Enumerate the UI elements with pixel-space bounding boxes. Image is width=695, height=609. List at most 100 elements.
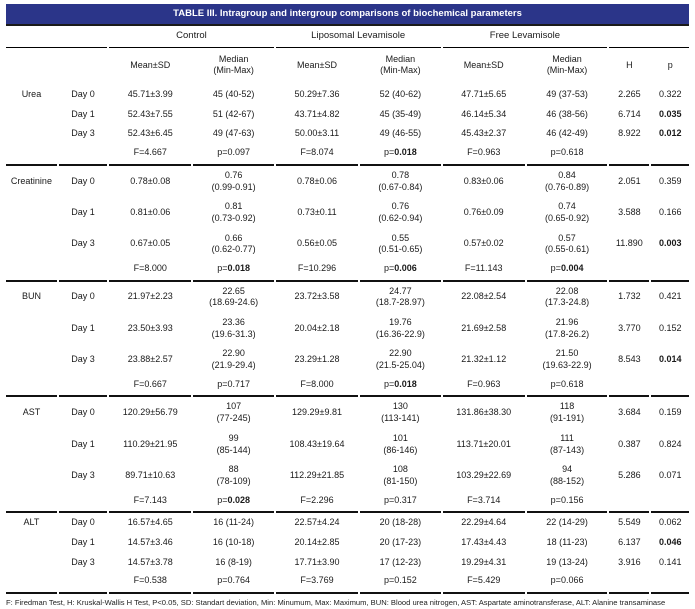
value-cell: 22.08 (17.3-24.8) [545,285,590,308]
value-cell: 23.88±2.57 [127,354,173,365]
h-value: 0.387 [618,438,641,449]
empty-cell [609,572,650,594]
value-cell: 19 (13-24) [546,556,588,567]
data-row: Day 1 23.50±3.93 23.36 (19.6-31.3) 20.04±2.… [6,313,689,344]
empty-cell [6,376,57,398]
value-cell: 17.71±3.90 [294,556,340,567]
param-label [6,344,57,375]
value-cell: 111 (87-143) [550,432,585,455]
p-value: 0.359 [658,175,682,186]
table-footnote: F: Firedman Test, H: Kruskal-Wallis H Te… [6,598,666,607]
f-stat-cell: p=0.018 [360,144,441,166]
column-header-median: Median (Min-Max) [546,53,588,76]
value-cell: 17.43±4.43 [461,536,507,547]
value-cell: 120.29±56.79 [122,407,178,418]
param-label: Urea [21,89,42,100]
value-cell: 52.43±7.55 [127,108,173,119]
data-row: Urea Day 0 45.71±3.99 45 (40-52) 50.29±7.36 5… [6,85,689,105]
p-value: 0.062 [658,517,682,528]
f-stat-cell: p=0.618 [526,144,608,166]
value-cell: 113.71±20.01 [456,438,511,449]
param-label [6,429,57,460]
h-value: 6.137 [618,536,641,547]
day-label: Day 1 [71,536,95,547]
group-header-free: Free Levamisole [442,26,608,48]
h-value: 11.890 [615,238,643,249]
value-cell: 0.84 (0.76-0.89) [545,169,590,192]
value-cell: 22.65 (18.69-24.6) [209,285,259,308]
f-stat-cell: p=0.618 [526,376,608,398]
day-label: Day 3 [71,470,95,481]
value-cell: 22.90 (21.9-29.4) [211,348,256,371]
value-cell: 0.56±0.05 [297,238,337,249]
f-stat-cell: F=10.296 [275,260,359,282]
data-row: ALT Day 0 16.57±4.65 16 (11-24) 22.57±4.24 20… [6,513,689,533]
f-test-row: F=0.667 p=0.717 F=8.000 p=0.018 F=0.963 p=0.6… [6,376,689,398]
param-label: Creatinine [10,175,52,186]
day-label: Day 3 [71,128,95,139]
param-label: ALT [23,517,40,528]
f-stat-cell: p=0.717 [193,376,274,398]
value-cell: 51 (42-67) [212,108,255,119]
f-stat-cell: F=11.143 [442,260,525,282]
value-cell: 45 (40-52) [212,89,255,100]
value-cell: 110.29±21.95 [123,438,178,449]
value-cell: 22.57±4.24 [294,517,340,528]
column-header-median: Median (Min-Max) [380,53,421,76]
param-label [6,313,57,344]
value-cell: 16 (10-18) [212,536,255,547]
day-label: Day 3 [71,556,95,567]
h-value: 8.543 [618,354,641,365]
empty-cell [609,376,650,398]
empty-cell [651,492,689,514]
group-header-row: Control Liposomal Levamisole Free Levami… [6,26,689,48]
data-row: Creatinine Day 0 0.78±0.08 0.76 (0.99-0.91)… [6,166,689,197]
f-stat-cell: p=0.018 [360,376,441,398]
value-cell: 21.32±1.12 [461,354,507,365]
day-label: Day 1 [71,322,95,333]
h-value: 5.549 [618,517,641,528]
f-stat-cell: F=8.000 [109,260,192,282]
empty-cell [58,376,108,398]
value-cell: 0.66 (0.62-0.77) [211,232,256,255]
f-stat-cell: F=3.714 [442,492,525,514]
empty-cell [6,144,57,166]
value-cell: 22.90 (21.5-25.04) [375,348,425,371]
value-cell: 0.67±0.05 [130,238,171,249]
value-cell: 23.36 (19.6-31.3) [211,317,256,339]
value-cell: 0.76±0.09 [463,207,504,218]
value-cell: 43.71±4.82 [294,108,340,119]
column-header-median: Median (Min-Max) [213,53,254,76]
value-cell: 21.97±2.23 [127,291,173,302]
value-cell: 0.78 (0.67-0.84) [378,169,423,192]
h-value: 8.922 [618,128,641,139]
f-test-row: F=0.538 p=0.764 F=3.769 p=0.152 F=5.429 p=0.0… [6,572,689,594]
value-cell: 50.00±3.11 [294,128,340,139]
value-cell: 16.57±4.65 [127,517,173,528]
value-cell: 45 (35-49) [379,108,422,119]
value-cell: 131.86±38.30 [456,407,512,418]
f-stat-cell: p=0.006 [360,260,441,282]
day-label: Day 0 [71,407,95,418]
value-cell: 20 (17-23) [379,536,422,547]
value-cell: 23.72±3.58 [294,291,340,302]
f-test-row: F=8.000 p=0.018 F=10.296 p=0.006 F=11.143 p=0… [6,260,689,282]
f-stat-cell: F=2.296 [275,492,359,514]
value-cell: 108 (81-150) [383,464,418,486]
f-stat-cell: p=0.317 [360,492,441,514]
param-label [6,229,57,260]
f-stat-cell: F=0.963 [442,376,525,398]
empty-cell [609,492,650,514]
value-cell: 101 (86-146) [383,432,418,455]
f-stat-cell: p=0.764 [193,572,274,594]
day-label: Day 0 [71,89,95,100]
empty-cell [6,572,57,594]
h-value: 3.684 [618,407,641,418]
empty-cell [609,260,650,282]
results-table: TABLE III. Intragroup and intergroup com… [4,4,691,594]
empty-cell [6,260,57,282]
day-label: Day 0 [71,517,95,528]
value-cell: 0.81 (0.73-0.92) [211,201,256,223]
value-cell: 45.43±2.37 [461,128,507,139]
value-cell: 0.57 (0.55-0.61) [545,232,590,255]
